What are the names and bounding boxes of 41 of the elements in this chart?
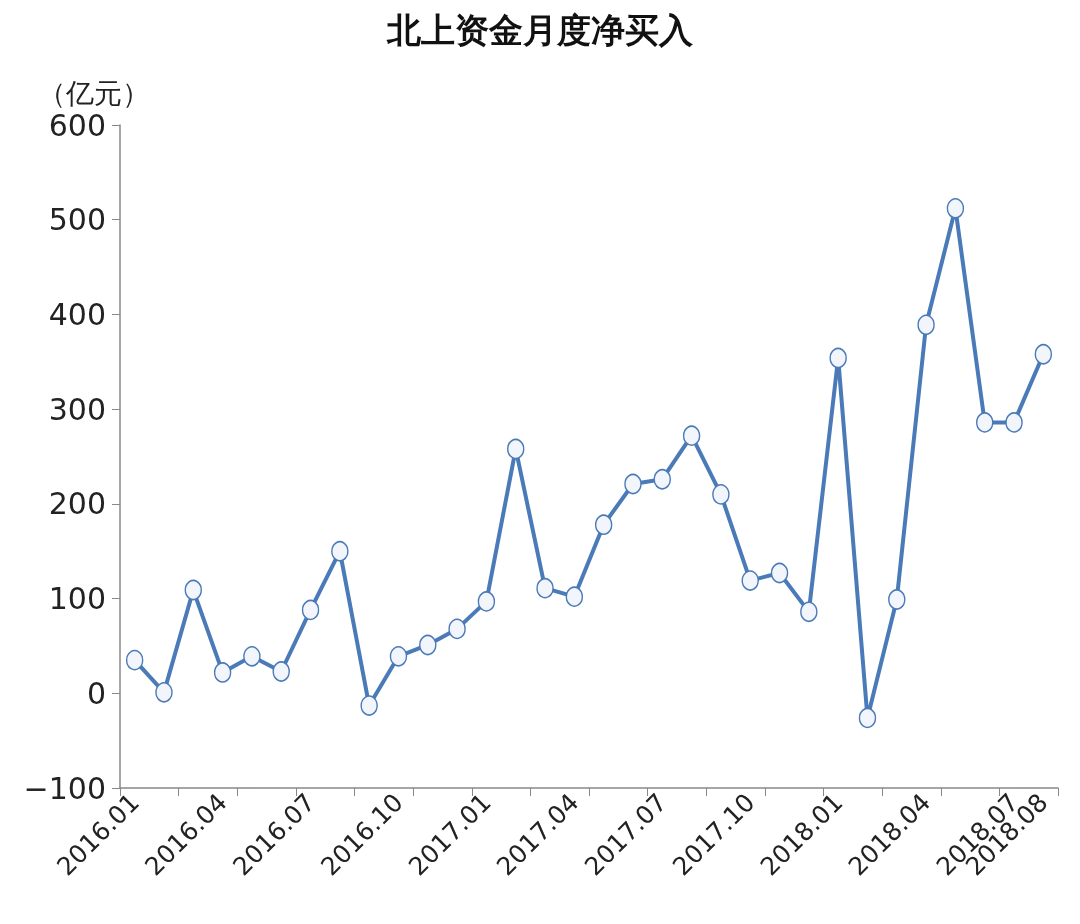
point xyxy=(243,646,261,667)
point xyxy=(448,618,466,640)
point xyxy=(125,649,144,671)
chart-title: 北上资金月度净买入 xyxy=(386,10,694,50)
y-tick-label: 0 xyxy=(86,675,106,711)
point xyxy=(331,540,349,562)
point xyxy=(419,634,437,656)
point xyxy=(917,314,935,336)
point xyxy=(975,412,994,433)
y-tick-label: 100 xyxy=(48,581,106,617)
point xyxy=(506,438,525,460)
point xyxy=(682,425,701,446)
point xyxy=(155,682,173,703)
point xyxy=(829,347,847,369)
point xyxy=(477,591,496,612)
y-tick-label: 300 xyxy=(48,391,106,427)
point xyxy=(272,661,290,682)
point xyxy=(712,484,730,505)
point xyxy=(888,589,906,610)
point xyxy=(301,599,320,621)
y-axis-title: （亿元） xyxy=(38,76,150,110)
point xyxy=(653,468,672,490)
point xyxy=(1034,343,1053,365)
point xyxy=(389,646,408,667)
point xyxy=(594,514,613,535)
point xyxy=(565,586,584,607)
point xyxy=(770,562,789,584)
point xyxy=(184,579,203,601)
y-tick-label: 400 xyxy=(48,296,106,332)
y-tick-label: 200 xyxy=(48,486,106,522)
point xyxy=(741,570,759,591)
point xyxy=(1005,412,1023,433)
point xyxy=(536,577,554,599)
y-tick-label: 500 xyxy=(48,202,106,238)
point xyxy=(213,662,232,683)
point xyxy=(800,601,818,623)
y-tick-label: 600 xyxy=(48,107,106,143)
point xyxy=(858,707,877,729)
point xyxy=(624,473,642,495)
point xyxy=(946,198,965,219)
point xyxy=(360,695,378,716)
